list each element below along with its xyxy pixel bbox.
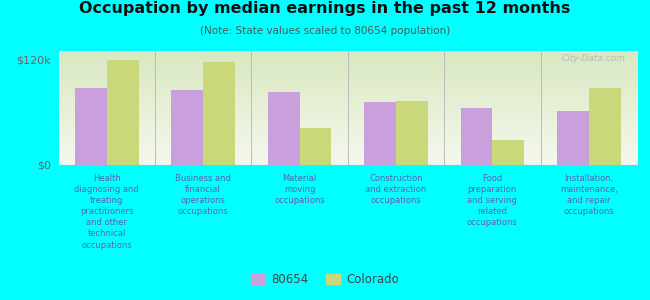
Bar (557, 111, 589, 165)
Bar (203, 61, 235, 165)
Bar (364, 102, 396, 165)
Bar (268, 92, 300, 165)
Bar (396, 101, 428, 165)
Text: Business and
financial
operations
occupations: Business and financial operations occupa… (176, 174, 231, 216)
Text: City-Data.com: City-Data.com (562, 54, 625, 63)
Bar (107, 60, 138, 165)
Text: Occupation by median earnings in the past 12 months: Occupation by median earnings in the pas… (79, 2, 571, 16)
Text: Health
diagnosing and
treating
practitioners
and other
technical
occupations: Health diagnosing and treating practitio… (74, 174, 139, 250)
Bar (172, 90, 203, 165)
Bar (75, 88, 107, 165)
Text: Material
moving
occupations: Material moving occupations (274, 174, 325, 205)
Bar (589, 88, 621, 165)
Text: Construction
and extraction
occupations: Construction and extraction occupations (365, 174, 426, 205)
Legend: 80654, Colorado: 80654, Colorado (246, 269, 404, 291)
Bar (300, 128, 332, 165)
Bar (461, 108, 493, 165)
Text: Installation,
maintenance,
and repair
occupations: Installation, maintenance, and repair oc… (560, 174, 618, 216)
Bar (493, 140, 524, 165)
Text: (Note: State values scaled to 80654 population): (Note: State values scaled to 80654 popu… (200, 26, 450, 35)
Text: Food
preparation
and serving
related
occupations: Food preparation and serving related occ… (467, 174, 518, 227)
